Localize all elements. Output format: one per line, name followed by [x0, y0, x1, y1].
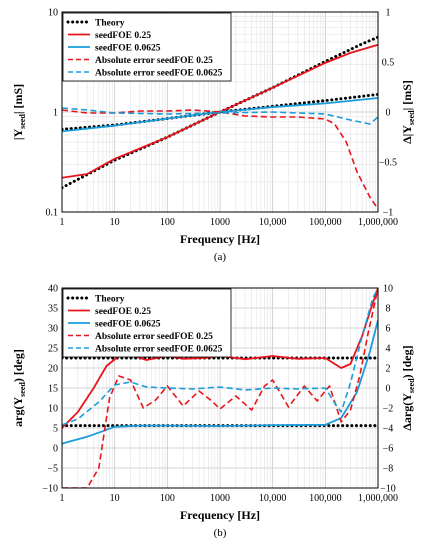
y-tick-label: 5 — [53, 424, 58, 435]
legend-label: Absolute error seedFOE 0.0625 — [95, 69, 223, 79]
x-tick-label: 10,000 — [259, 217, 287, 228]
y-tick-label: 40 — [48, 284, 58, 295]
legend: Theory seedFOE 0.25 seedFOE 0.0625 Absolute… — [62, 288, 232, 358]
x-tick-label: 100 — [160, 493, 175, 504]
y2-tick-label: 1 — [386, 8, 391, 19]
y2-axis-title-sub: seed — [407, 378, 416, 393]
x-tick-label: 100,000 — [309, 217, 342, 228]
y2-tick-label: −1 — [383, 208, 394, 219]
y-tick-label: 15 — [48, 384, 58, 395]
y2-tick-label: −8 — [383, 464, 394, 475]
legend-box — [62, 288, 232, 358]
y-tick-label: 30 — [48, 324, 58, 335]
x-tick-label: 10 — [110, 493, 120, 504]
series-line-absolute-error-seedfoe-0-25 — [62, 288, 378, 488]
series-group — [62, 35, 378, 210]
y2-tick-label: 6 — [386, 324, 391, 335]
figure-caption: (b) — [214, 527, 227, 539]
x-axis-title: Frequency [Hz] — [180, 232, 260, 246]
y-tick-label: 10 — [48, 404, 58, 415]
x-tick-label: 100 — [160, 217, 175, 228]
legend-label: Absolute error seedFOE 0.25 — [95, 56, 213, 66]
x-tick-label: 1 — [60, 493, 65, 504]
legend-box — [62, 12, 232, 82]
y2-axis-title-tail: ) [deg] — [400, 345, 414, 378]
y2-tick-label: 8 — [386, 304, 391, 315]
y2-tick-label: 0 — [386, 108, 391, 119]
legend-label: Absolute error seedFOE 0.0625 — [95, 345, 223, 355]
y-axis-title-tail: | [mS] — [11, 84, 25, 114]
y-axis-title-main: |Y — [11, 129, 25, 141]
y2-tick-label: 2 — [386, 364, 391, 375]
legend-label: seedFOE 0.25 — [95, 307, 151, 317]
y-tick-label: 10 — [48, 8, 58, 19]
y2-tick-label: 4 — [386, 344, 391, 355]
figure-caption: (a) — [214, 251, 227, 263]
chart-b: 1 10 100 1000 10,000 100,000 1,000,000−10−5051… — [11, 284, 416, 540]
y-tick-label: 0.1 — [46, 208, 59, 219]
y-axis-title-main: arg(Y — [11, 397, 25, 427]
y2-tick-label: −4 — [383, 424, 394, 435]
x-tick-label: 1 — [60, 217, 65, 228]
plot-frame — [61, 11, 379, 213]
y-axis-title-sub: seed — [18, 114, 27, 129]
legend-label: seedFOE 0.25 — [95, 31, 151, 41]
legend: Theory seedFOE 0.25 seedFOE 0.0625 Absolute… — [62, 12, 232, 82]
x-tick-label: 100,000 — [309, 493, 342, 504]
y2-axis-title: Δarg(Yseed) [deg] — [400, 345, 416, 430]
legend-label: Theory — [95, 19, 125, 29]
y2-axis-title-main: Δarg(Y — [400, 393, 414, 431]
y2-tick-label: 0 — [386, 384, 391, 395]
series-line-absolute-error-seedfoe-0-0625 — [62, 107, 378, 125]
y-tick-label: 20 — [48, 364, 58, 375]
series-line-seedfoe-0-0625 — [62, 97, 378, 133]
plot-frame — [61, 287, 379, 489]
x-tick-label: 1,000,000 — [358, 493, 398, 504]
y-tick-label: 0 — [53, 444, 58, 455]
series-line-absolute-error-seedfoe-0-0625 — [62, 288, 378, 426]
y2-axis-title-sub: seed — [407, 110, 416, 125]
x-tick-label: 10 — [110, 217, 120, 228]
y2-tick-label: −6 — [383, 444, 394, 455]
legend-label: seedFOE 0.0625 — [95, 44, 161, 54]
x-tick-label: 1,000,000 — [358, 217, 398, 228]
y2-tick-label: −10 — [380, 484, 396, 495]
y2-tick-label: −2 — [383, 404, 394, 415]
y2-axis-title-tail: | [mS] — [400, 80, 414, 110]
series-line-seedfoe-0-0625 — [62, 319, 378, 445]
chart-a: 1 10 100 1000 10,000 100,000 1,000,0000.1110−1… — [11, 8, 416, 264]
series-line-theory — [62, 35, 378, 190]
x-axis-title: Frequency [Hz] — [180, 508, 260, 522]
y-axis-title: |Yseed| [mS] — [11, 84, 27, 140]
y-axis-title: arg(Yseed) [deg] — [11, 349, 27, 427]
y2-tick-label: −0.5 — [379, 158, 397, 169]
y-axis-title-tail: ) [deg] — [11, 349, 25, 382]
y-tick-label: −5 — [47, 464, 58, 475]
legend-label: Absolute error seedFOE 0.25 — [95, 332, 213, 342]
y2-axis-title-main: Δ|Y — [400, 125, 414, 144]
y-axis-title-sub: seed — [18, 382, 27, 397]
y2-tick-label: 10 — [383, 284, 393, 295]
y2-tick-label: 0.5 — [382, 58, 395, 69]
x-tick-label: 1000 — [210, 217, 230, 228]
y-tick-label: 25 — [48, 344, 58, 355]
x-tick-label: 1000 — [210, 493, 230, 504]
y-tick-label: 1 — [53, 108, 58, 119]
y-tick-label: 35 — [48, 304, 58, 315]
y2-axis-title: Δ|Yseed| [mS] — [400, 80, 416, 144]
x-tick-label: 10,000 — [259, 493, 287, 504]
legend-label: Theory — [95, 295, 125, 305]
y-tick-label: −10 — [42, 484, 58, 495]
legend-label: seedFOE 0.0625 — [95, 320, 161, 330]
